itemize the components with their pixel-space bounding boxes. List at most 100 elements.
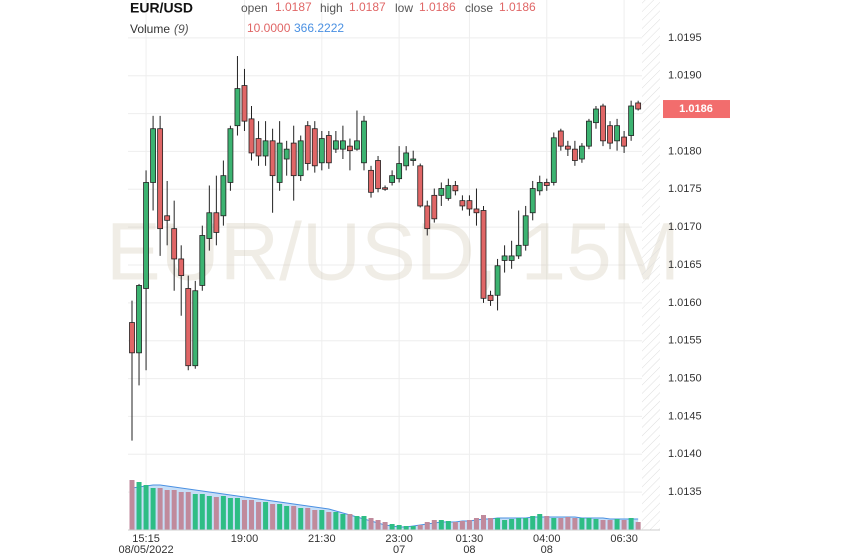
last-price-label: 1.0186	[679, 103, 713, 115]
y-tick-label: 1.0145	[668, 410, 702, 422]
volume-bar	[417, 525, 423, 530]
candle-body	[276, 142, 283, 183]
volume-bar	[227, 498, 233, 530]
volume-bar	[551, 518, 557, 530]
candle-body	[290, 142, 297, 177]
y-tick-label: 1.0135	[668, 486, 702, 498]
candle-body	[522, 215, 529, 246]
candle-body	[382, 187, 388, 190]
volume-bar	[621, 520, 627, 530]
volume-bar	[410, 526, 416, 530]
candle-body	[206, 212, 213, 239]
candle-body	[607, 125, 613, 144]
candle-body	[164, 215, 171, 221]
candle-body	[473, 208, 480, 214]
candle-body	[143, 182, 149, 289]
candle-body	[304, 125, 311, 164]
candle-body	[586, 120, 592, 147]
candle-body	[227, 128, 234, 183]
legend-value: 1.0187	[275, 0, 312, 14]
volume-bar	[326, 512, 332, 530]
candle-body	[157, 128, 164, 230]
volume-bar	[368, 518, 374, 530]
candle-body	[375, 160, 381, 189]
candle-body	[339, 140, 346, 150]
volume-bar	[593, 519, 599, 530]
volume-bar	[473, 518, 479, 530]
volume-bar	[185, 492, 191, 530]
legend-value: 1.0186	[499, 0, 536, 14]
volume-bar	[565, 517, 571, 530]
candle-body	[192, 290, 199, 367]
volume-bar	[234, 498, 240, 530]
y-tick-label: 1.0190	[668, 70, 702, 82]
legend-label: close	[465, 1, 493, 15]
legend-value: 1.0186	[419, 0, 456, 14]
candle-body	[361, 120, 367, 164]
volume-bar	[523, 518, 529, 530]
candle-body	[368, 169, 374, 193]
candle-body	[311, 128, 318, 167]
candle-body	[614, 125, 620, 142]
volume-label: Volume	[130, 22, 170, 36]
volume-pane	[129, 480, 641, 530]
volume-period: (9)	[174, 22, 189, 36]
candle-body	[508, 255, 515, 261]
candle-body	[347, 145, 353, 152]
volume-bar	[333, 512, 339, 530]
candle-body	[487, 294, 494, 301]
volume-bar	[312, 510, 318, 530]
volume-bar	[263, 502, 269, 530]
candle-body	[262, 140, 269, 157]
candle-body	[220, 175, 227, 217]
volume-value: 10.0000	[247, 21, 291, 35]
candle-body	[185, 288, 192, 367]
y-tick-label: 1.0195	[668, 32, 702, 44]
volume-bar	[382, 522, 388, 530]
candle-body	[466, 200, 473, 210]
candle-body	[480, 210, 487, 299]
volume-bar	[361, 516, 367, 530]
x-date-label: 08	[463, 544, 475, 556]
volume-bar	[171, 490, 177, 530]
volume-bar	[614, 519, 620, 530]
candle-body	[318, 138, 325, 164]
x-tick-label: 04:00	[533, 533, 561, 545]
y-tick-label: 1.0140	[668, 448, 702, 460]
y-tick-label: 1.0180	[668, 145, 702, 157]
volume-bar	[403, 526, 409, 530]
candle-body	[459, 200, 466, 207]
candle-body	[241, 85, 248, 122]
volume-bar	[445, 521, 451, 530]
candle-body	[579, 145, 585, 160]
last-price-badge	[663, 100, 730, 119]
y-tick-label: 1.0160	[668, 297, 702, 309]
legend-label: high	[320, 1, 343, 15]
volume-bar	[291, 506, 297, 530]
volume-bar	[579, 518, 585, 530]
volume-bar	[129, 480, 135, 530]
candle-body	[445, 185, 452, 199]
volume-bar	[319, 510, 325, 530]
volume-bar	[192, 494, 198, 530]
candle-body	[325, 135, 332, 164]
price-axis: 1.0135 1.0140 1.0145 1.0150 1.0155 1.0160 1.01…	[119, 32, 730, 556]
volume-bar	[537, 514, 543, 530]
candle-body	[234, 88, 241, 127]
volume-bar	[157, 488, 163, 530]
volume-bar	[628, 518, 634, 530]
volume-bar	[488, 518, 494, 530]
volume-bar	[424, 522, 430, 530]
volume-bar	[150, 488, 156, 530]
candle-body	[536, 182, 543, 192]
candle-body	[129, 322, 135, 354]
candle-body	[150, 128, 156, 183]
volume-bar	[178, 492, 184, 530]
volume-bar	[298, 508, 304, 530]
candle-body	[283, 148, 290, 160]
volume-bar	[270, 504, 276, 530]
candle-body	[396, 163, 403, 180]
candle-body	[529, 188, 536, 214]
x-tick-label: 06:30	[610, 533, 638, 545]
volume-bar	[277, 504, 283, 530]
